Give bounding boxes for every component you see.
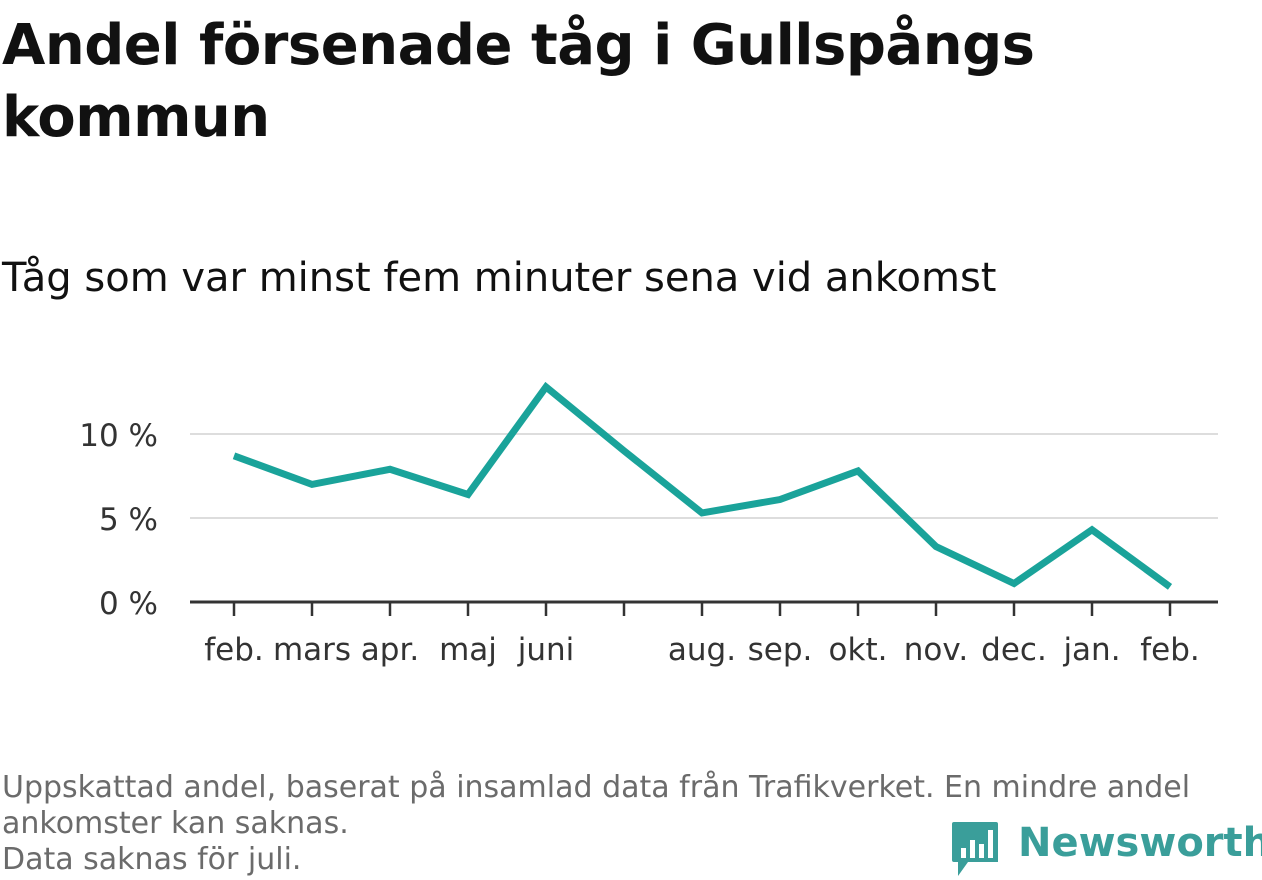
newsworthy-logo-icon: [950, 820, 1000, 880]
series: [234, 387, 1170, 587]
y-axis-ticks: 0 % 5 % 10 %: [79, 418, 158, 622]
x-tick-label: dec.: [981, 632, 1047, 668]
x-tick-label: jan.: [1062, 632, 1120, 668]
chart-subtitle: Tåg som var minst fem minuter sena vid a…: [2, 252, 1242, 304]
x-tick-label: feb.: [1140, 632, 1200, 668]
y-tick-label: 10 %: [79, 418, 158, 454]
x-tick-label: maj: [439, 632, 497, 668]
chart-title: Andel försenade tåg i Gullspångs kommun: [2, 10, 1242, 154]
x-tick-label: feb.: [204, 632, 264, 668]
y-tick-label: 0 %: [99, 586, 158, 622]
y-tick-label: 5 %: [99, 502, 158, 538]
x-tick-label: aug.: [668, 632, 736, 668]
x-tick-label: mars: [273, 632, 351, 668]
x-tick-label: apr.: [361, 632, 419, 668]
x-tick-label: nov.: [904, 632, 968, 668]
x-tick-label: sep.: [748, 632, 813, 668]
brand-name: Newsworthy: [1018, 818, 1262, 868]
brand-logo: Newsworthy: [950, 818, 1260, 878]
x-tick-label: okt.: [829, 632, 888, 668]
x-tick-label: juni: [517, 632, 575, 668]
footnote-line-1: Uppskattad andel, baserat på insamlad da…: [2, 770, 1252, 806]
series-line: [234, 387, 1170, 587]
